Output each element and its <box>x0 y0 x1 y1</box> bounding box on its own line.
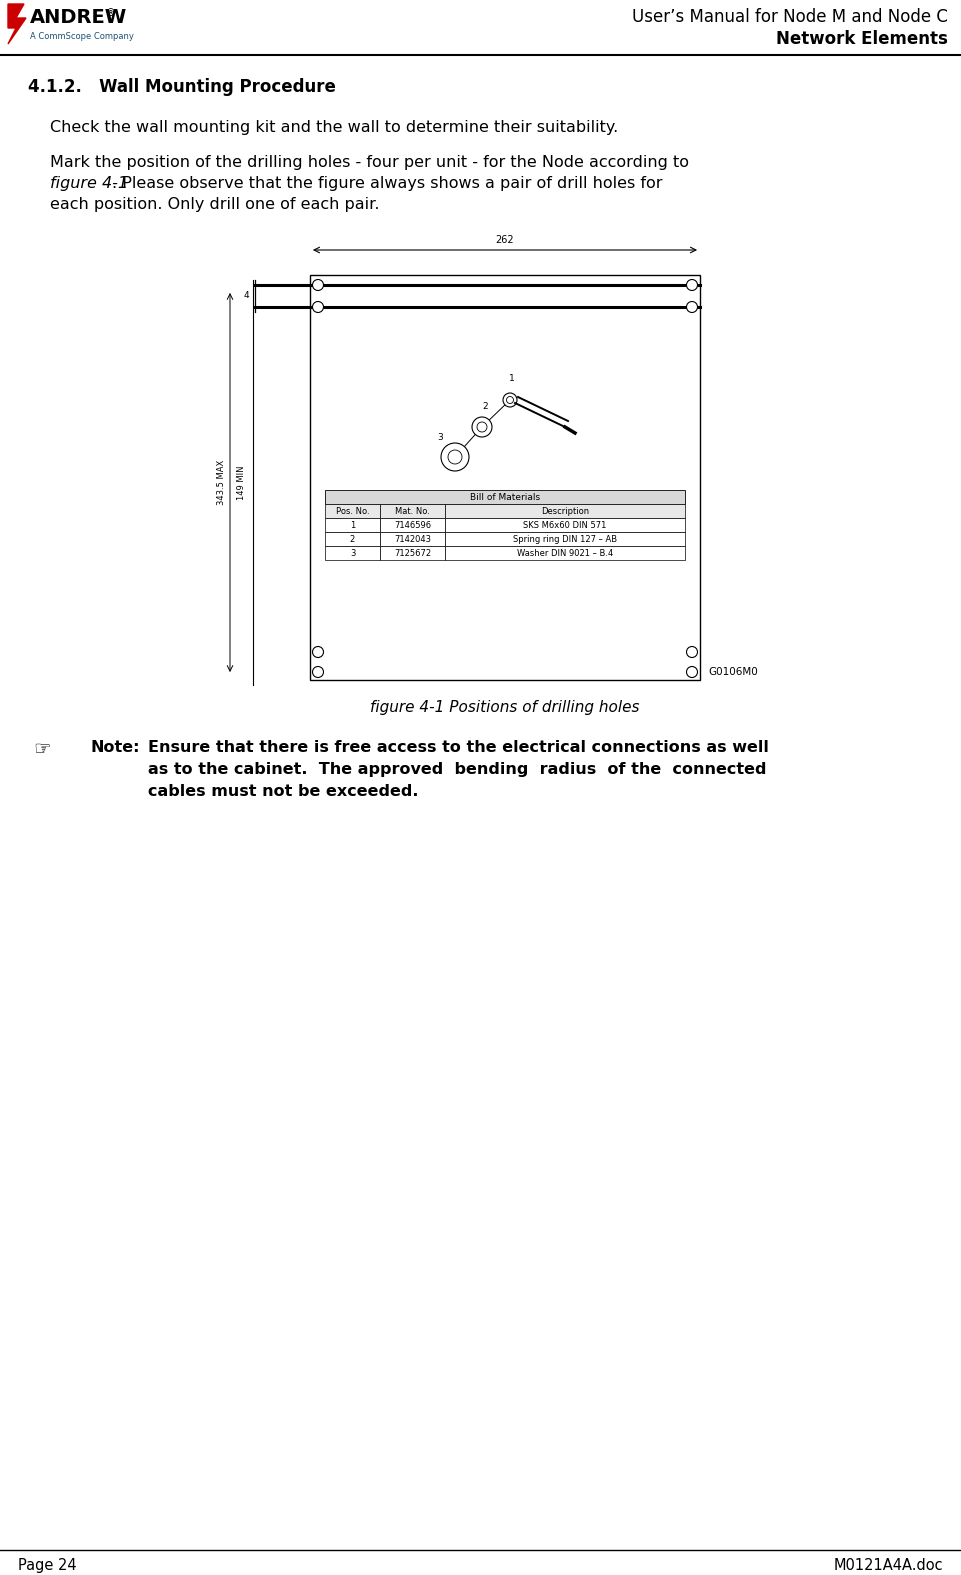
Bar <box>445 532 685 547</box>
Text: as to the cabinet.  The approved  bending  radius  of the  connected: as to the cabinet. The approved bending … <box>148 762 767 776</box>
Text: 3: 3 <box>437 433 443 443</box>
Text: Description: Description <box>541 507 589 515</box>
Bar <box>325 504 380 518</box>
Text: 1: 1 <box>350 520 356 529</box>
Text: 2: 2 <box>482 402 488 411</box>
Text: 7142043: 7142043 <box>394 534 431 543</box>
Bar <box>380 504 445 518</box>
Circle shape <box>472 417 492 436</box>
Text: Note:: Note: <box>90 740 139 754</box>
Bar <box>380 547 445 561</box>
Text: Page 24: Page 24 <box>18 1558 77 1573</box>
Bar <box>325 518 380 532</box>
Text: User’s Manual for Node M and Node C: User’s Manual for Node M and Node C <box>632 8 948 27</box>
Text: Mat. No.: Mat. No. <box>395 507 430 515</box>
Circle shape <box>441 443 469 471</box>
Circle shape <box>503 394 517 406</box>
Text: ANDREW: ANDREW <box>30 8 127 27</box>
Bar <box>310 276 700 680</box>
Text: M0121A4A.doc: M0121A4A.doc <box>833 1558 943 1573</box>
Text: figure 4-1: figure 4-1 <box>50 176 128 191</box>
Circle shape <box>686 666 698 677</box>
Circle shape <box>686 646 698 657</box>
Circle shape <box>686 301 698 312</box>
Circle shape <box>686 279 698 290</box>
Circle shape <box>506 397 513 403</box>
Text: Bill of Materials: Bill of Materials <box>470 493 540 501</box>
Bar <box>325 532 380 547</box>
Text: Mark the position of the drilling holes - four per unit - for the Node according: Mark the position of the drilling holes … <box>50 154 689 170</box>
Text: 3: 3 <box>350 548 356 558</box>
Circle shape <box>312 666 324 677</box>
Text: Spring ring DIN 127 – AB: Spring ring DIN 127 – AB <box>513 534 617 543</box>
Text: cables must not be exceeded.: cables must not be exceeded. <box>148 784 418 799</box>
Text: 343.5 MAX: 343.5 MAX <box>217 460 226 506</box>
Text: Check the wall mounting kit and the wall to determine their suitability.: Check the wall mounting kit and the wall… <box>50 120 618 135</box>
Bar <box>445 547 685 561</box>
Text: Ensure that there is free access to the electrical connections as well: Ensure that there is free access to the … <box>148 740 769 754</box>
Circle shape <box>312 279 324 290</box>
Text: Pos. No.: Pos. No. <box>335 507 369 515</box>
Bar <box>445 518 685 532</box>
Text: Washer DIN 9021 – B.4: Washer DIN 9021 – B.4 <box>517 548 613 558</box>
Text: SKS M6x60 DIN 571: SKS M6x60 DIN 571 <box>524 520 606 529</box>
Text: ®: ® <box>106 8 115 17</box>
Circle shape <box>448 450 462 465</box>
Bar <box>325 490 685 504</box>
Text: 262: 262 <box>496 235 514 246</box>
Text: 149 MIN: 149 MIN <box>237 465 246 499</box>
Circle shape <box>312 646 324 657</box>
Text: 7146596: 7146596 <box>394 520 431 529</box>
Bar <box>325 547 380 561</box>
Text: 4.1.2.   Wall Mounting Procedure: 4.1.2. Wall Mounting Procedure <box>28 79 336 96</box>
Text: 2: 2 <box>350 534 356 543</box>
Circle shape <box>312 301 324 312</box>
Circle shape <box>477 422 487 432</box>
Text: . Please observe that the figure always shows a pair of drill holes for: . Please observe that the figure always … <box>112 176 662 191</box>
Bar <box>380 518 445 532</box>
Text: G0106M0: G0106M0 <box>708 666 758 677</box>
Text: Network Elements: Network Elements <box>776 30 948 47</box>
Bar <box>445 504 685 518</box>
Text: figure 4-1 Positions of drilling holes: figure 4-1 Positions of drilling holes <box>370 699 640 715</box>
Text: 7125672: 7125672 <box>394 548 431 558</box>
Text: 4: 4 <box>243 291 249 301</box>
Bar <box>380 532 445 547</box>
Text: A CommScope Company: A CommScope Company <box>30 32 134 41</box>
Text: ☞: ☞ <box>34 740 51 759</box>
Text: each position. Only drill one of each pair.: each position. Only drill one of each pa… <box>50 197 380 213</box>
Polygon shape <box>8 5 26 44</box>
Text: 1: 1 <box>509 373 515 383</box>
